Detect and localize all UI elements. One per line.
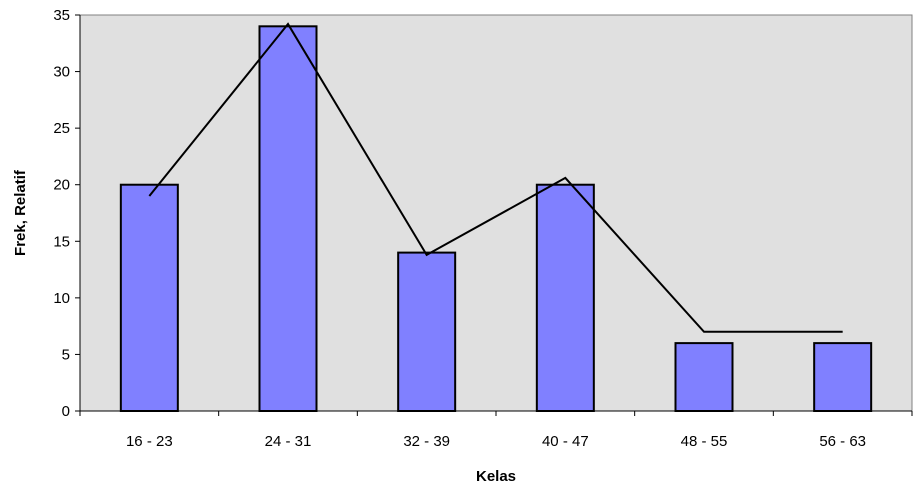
x-tick-label: 40 - 47 <box>542 433 589 450</box>
y-axis-title: Frek, Relatif <box>12 169 29 256</box>
x-tick-label: 32 - 39 <box>403 433 450 450</box>
x-tick-label: 24 - 31 <box>265 433 312 450</box>
bar-4 <box>535 183 595 412</box>
x-tick-label: 48 - 55 <box>681 433 728 450</box>
y-tick-label: 25 <box>53 120 70 137</box>
bars-group <box>119 25 873 412</box>
x-tick-label: 56 - 63 <box>819 433 866 450</box>
x-axis: 16 - 23 24 - 31 32 - 39 40 - 47 48 - 55 56 - … <box>79 410 913 450</box>
frequency-polygon-line <box>148 22 843 333</box>
bar-1 <box>119 183 179 412</box>
bar-6 <box>813 342 873 412</box>
bar-3 <box>397 251 457 412</box>
x-tick-label: 16 - 23 <box>126 433 173 450</box>
y-tick-label: 15 <box>53 233 70 250</box>
y-tick-label: 20 <box>53 177 70 194</box>
bar-2 <box>258 25 318 412</box>
y-tick-label: 10 <box>53 290 70 307</box>
y-tick-label: 35 <box>53 7 70 24</box>
y-axis: 0 5 10 15 20 25 30 35 <box>53 7 81 420</box>
bar-5 <box>674 342 734 412</box>
plot-area <box>79 14 913 412</box>
y-tick-label: 5 <box>62 346 70 363</box>
y-tick-label: 0 <box>62 403 70 420</box>
x-axis-title: Kelas <box>476 468 516 485</box>
y-tick-label: 30 <box>53 64 70 81</box>
